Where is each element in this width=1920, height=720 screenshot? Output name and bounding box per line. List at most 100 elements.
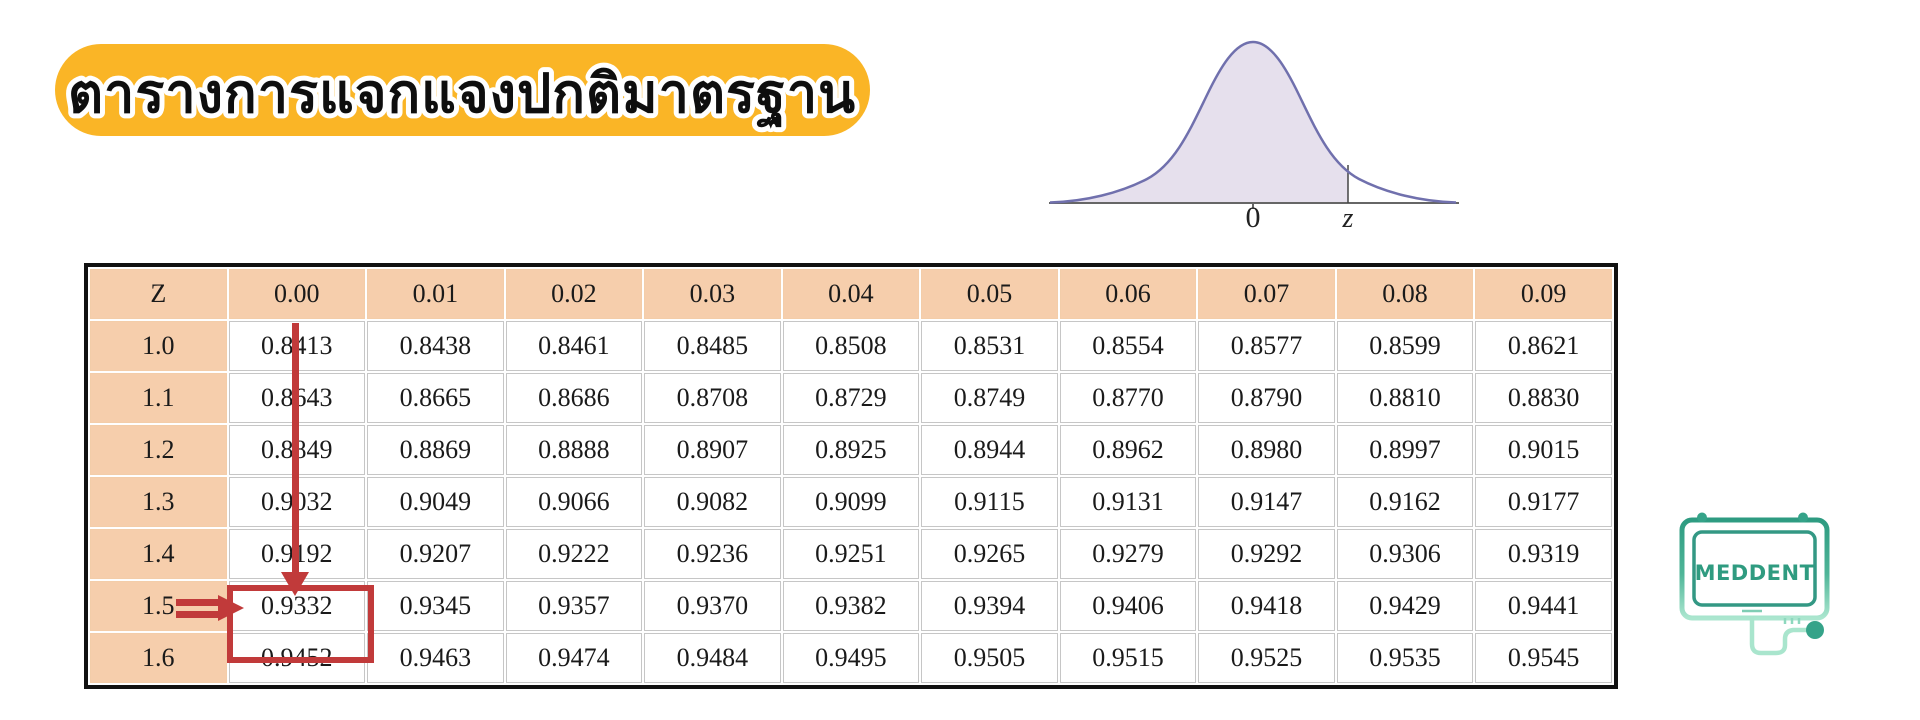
ztable-cell: 0.8770: [1059, 373, 1197, 423]
ztable-cell: 0.8708: [644, 373, 781, 423]
ztable-cell: 0.9463: [367, 633, 504, 683]
ztable-cell: 0.8531: [921, 321, 1058, 371]
meddent-logo: MEDDENT: [1679, 512, 1830, 656]
ztable-col-header: 0.00: [228, 269, 366, 319]
ztable-cell: 0.9115: [921, 477, 1058, 527]
ztable-cell: 0.9418: [1198, 581, 1335, 631]
ztable-col-header: 0.07: [1198, 269, 1335, 319]
ztable-cell: 0.8686: [505, 373, 643, 423]
ztable-row: 1.30.90320.90490.90660.90820.90990.91150…: [90, 477, 1612, 527]
ztable-cell: 0.9429: [1336, 581, 1474, 631]
ztable-cell: 0.9222: [505, 529, 643, 579]
ztable-row: 1.20.88490.88690.88880.89070.89250.89440…: [90, 425, 1612, 475]
ztable-col-header: 0.09: [1475, 269, 1612, 319]
ztable-cell: 0.9505: [921, 633, 1058, 683]
ztable-z-header: 1.6: [90, 633, 227, 683]
ztable-cell: 0.8729: [782, 373, 920, 423]
ztable-cell: 0.8461: [505, 321, 643, 371]
ztable-cell: 0.8508: [782, 321, 920, 371]
ztable-cell: 0.9279: [1059, 529, 1197, 579]
ztable-header-row: Z 0.00 0.01 0.02 0.03 0.04 0.05 0.06 0.07 0.08 0.0…: [90, 269, 1612, 319]
ztable-cell: 0.9147: [1198, 477, 1335, 527]
stethoscope-tube: [1749, 615, 1809, 656]
ztable-cell: 0.9535: [1336, 633, 1474, 683]
highlight-box: [227, 585, 374, 663]
ztable-cell: 0.8925: [782, 425, 920, 475]
ztable-cell: 0.9251: [782, 529, 920, 579]
ztable-cell: 0.9292: [1198, 529, 1335, 579]
ztable-cell: 0.9382: [782, 581, 920, 631]
ztable-cell: 0.9177: [1475, 477, 1612, 527]
right-arrow-head: [218, 595, 244, 621]
antenna-dot-left: [1697, 512, 1707, 523]
ztable-z-header: 1.0: [90, 321, 227, 371]
title-banner: ตารางการแจกแจงปกติมาตรฐาน: [55, 44, 870, 136]
ztable-cell: 0.9515: [1059, 633, 1197, 683]
ztable-cell: 0.9082: [644, 477, 781, 527]
ztable-col-header: 0.08: [1336, 269, 1474, 319]
ztable-cell: 0.9406: [1059, 581, 1197, 631]
ztable-cell: 0.9545: [1475, 633, 1612, 683]
ztable-cell: 0.9306: [1336, 529, 1474, 579]
ztable-cell: 0.8810: [1336, 373, 1474, 423]
down-arrow-shaft: [292, 323, 299, 572]
ztable-col-header: 0.04: [782, 269, 920, 319]
ztable-cell: 0.9015: [1475, 425, 1612, 475]
ztable-col-header: 0.02: [505, 269, 643, 319]
ztable-cell: 0.9357: [505, 581, 643, 631]
antenna-dot-right: [1798, 512, 1808, 523]
ztable-cell: 0.8621: [1475, 321, 1612, 371]
z-label: z: [1342, 203, 1354, 230]
normal-curve-figure: 0 z: [1049, 40, 1459, 230]
monitor-frame: [1679, 517, 1830, 621]
ztable-row: 1.10.86430.86650.86860.87080.87290.87490…: [90, 373, 1612, 423]
stethoscope-chestpiece: [1806, 621, 1824, 639]
ztable-cell: 0.9474: [505, 633, 643, 683]
ztable-cell: 0.9495: [782, 633, 920, 683]
monitor-screen: [1692, 530, 1817, 607]
zero-label: 0: [1246, 201, 1261, 230]
bell-curve: [1049, 40, 1457, 204]
ztable-cell: 0.9099: [782, 477, 920, 527]
ztable-row: 1.40.91920.92070.92220.92360.92510.92650…: [90, 529, 1612, 579]
ztable-cell: 0.9207: [367, 529, 504, 579]
ztable-corner-header: Z: [90, 269, 227, 319]
ztable-cell: 0.9394: [921, 581, 1058, 631]
ztable-cell: 0.8944: [921, 425, 1058, 475]
z-table: Z 0.00 0.01 0.02 0.03 0.04 0.05 0.06 0.07 0.08 0.0…: [84, 263, 1618, 689]
ztable-cell: 0.9319: [1475, 529, 1612, 579]
ztable-cell: 0.9370: [644, 581, 781, 631]
ztable-cell: 0.9441: [1475, 581, 1612, 631]
ztable-body: 1.00.84130.84380.84610.84850.85080.85310…: [90, 321, 1612, 683]
ztable-cell: 0.8599: [1336, 321, 1474, 371]
ztable-z-header: 1.5: [90, 581, 227, 631]
ztable-cell: 0.9265: [921, 529, 1058, 579]
ztable-row: 1.00.84130.84380.84610.84850.85080.85310…: [90, 321, 1612, 371]
ztable-cell: 0.8869: [367, 425, 504, 475]
right-arrow-shaft-bottom: [176, 611, 218, 618]
ztable-cell: 0.9484: [644, 633, 781, 683]
page-title: ตารางการแจกแจงปกติมาตรฐาน: [68, 62, 856, 129]
ztable-cell: 0.8438: [367, 321, 504, 371]
ztable-cell: 0.8830: [1475, 373, 1612, 423]
ztable-cell: 0.8485: [644, 321, 781, 371]
ztable-cell: 0.8577: [1198, 321, 1335, 371]
ztable-cell: 0.8997: [1336, 425, 1474, 475]
ztable-cell: 0.8962: [1059, 425, 1197, 475]
right-arrow-shaft-top: [176, 599, 218, 606]
ztable-cell: 0.9236: [644, 529, 781, 579]
ztable-cell: 0.9525: [1198, 633, 1335, 683]
ztable-cell: 0.9131: [1059, 477, 1197, 527]
ztable-col-header: 0.05: [921, 269, 1058, 319]
ztable-cell: 0.8888: [505, 425, 643, 475]
ztable-cell: 0.9066: [505, 477, 643, 527]
ztable-cell: 0.8790: [1198, 373, 1335, 423]
ztable-col-header: 0.01: [367, 269, 504, 319]
ztable-z-header: 1.2: [90, 425, 227, 475]
shaded-area: [1050, 42, 1348, 203]
ztable-cell: 0.8665: [367, 373, 504, 423]
ztable-cell: 0.8980: [1198, 425, 1335, 475]
ztable-cell: 0.9345: [367, 581, 504, 631]
ztable-cell: 0.8749: [921, 373, 1058, 423]
ztable-cell: 0.9049: [367, 477, 504, 527]
